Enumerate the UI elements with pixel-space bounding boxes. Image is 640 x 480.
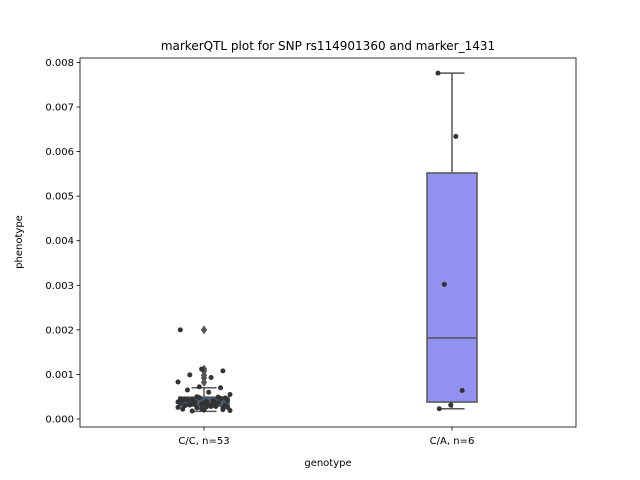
chart-title: markerQTL plot for SNP rs114901360 and m… (161, 39, 495, 53)
box-body (426, 172, 478, 403)
data-point (225, 397, 231, 403)
y-tick-label: 0.002 (45, 325, 74, 336)
data-point (177, 327, 183, 333)
data-point (208, 375, 214, 381)
y-tick-label: 0.001 (45, 370, 74, 381)
data-point (175, 379, 181, 385)
data-point (182, 403, 188, 409)
strip-points (435, 70, 465, 412)
data-point (459, 387, 465, 393)
data-point (436, 406, 442, 412)
strip-points (175, 327, 233, 414)
data-point (206, 389, 212, 395)
y-tick-label: 0.007 (45, 103, 74, 114)
data-point (448, 402, 454, 408)
data-point (196, 384, 202, 390)
x-tick-label: C/A, n=6 (430, 436, 475, 447)
data-point (215, 394, 221, 400)
data-point (220, 407, 226, 413)
y-tick-label: 0.000 (45, 414, 74, 425)
data-point (187, 401, 193, 407)
y-axis-title: phenotype (14, 215, 25, 269)
data-point (441, 281, 447, 287)
plot-area (175, 70, 478, 414)
y-tick-label: 0.008 (45, 58, 74, 69)
plot-frame (79, 57, 577, 428)
x-axis-title: genotype (304, 458, 351, 469)
data-point (194, 405, 200, 411)
data-point (175, 404, 181, 410)
data-point (453, 133, 459, 139)
data-point (220, 368, 226, 374)
data-point (203, 399, 209, 405)
data-point (189, 408, 195, 414)
x-axis: C/C, n=53 C/A, n=6 (178, 427, 474, 447)
data-point (192, 401, 198, 407)
y-tick-label: 0.006 (45, 147, 74, 158)
x-tick-label: C/C, n=53 (178, 436, 229, 447)
data-point (187, 372, 193, 378)
data-point (210, 400, 216, 406)
y-tick-label: 0.004 (45, 236, 74, 247)
data-point (180, 406, 186, 412)
data-point (215, 400, 221, 406)
data-point (194, 394, 200, 400)
data-point (199, 406, 205, 412)
data-point (227, 391, 233, 397)
data-point (199, 366, 205, 372)
data-point (182, 396, 188, 402)
y-axis: 0.000 0.001 0.002 0.003 0.004 0.005 0.006 0.007… (45, 58, 80, 425)
data-point (225, 404, 231, 410)
data-point (184, 387, 190, 393)
y-tick-label: 0.005 (45, 192, 74, 203)
y-tick-label: 0.003 (45, 281, 74, 292)
box-flier (200, 325, 208, 335)
data-point (218, 385, 224, 391)
data-point (435, 70, 441, 76)
box-group (426, 72, 478, 410)
